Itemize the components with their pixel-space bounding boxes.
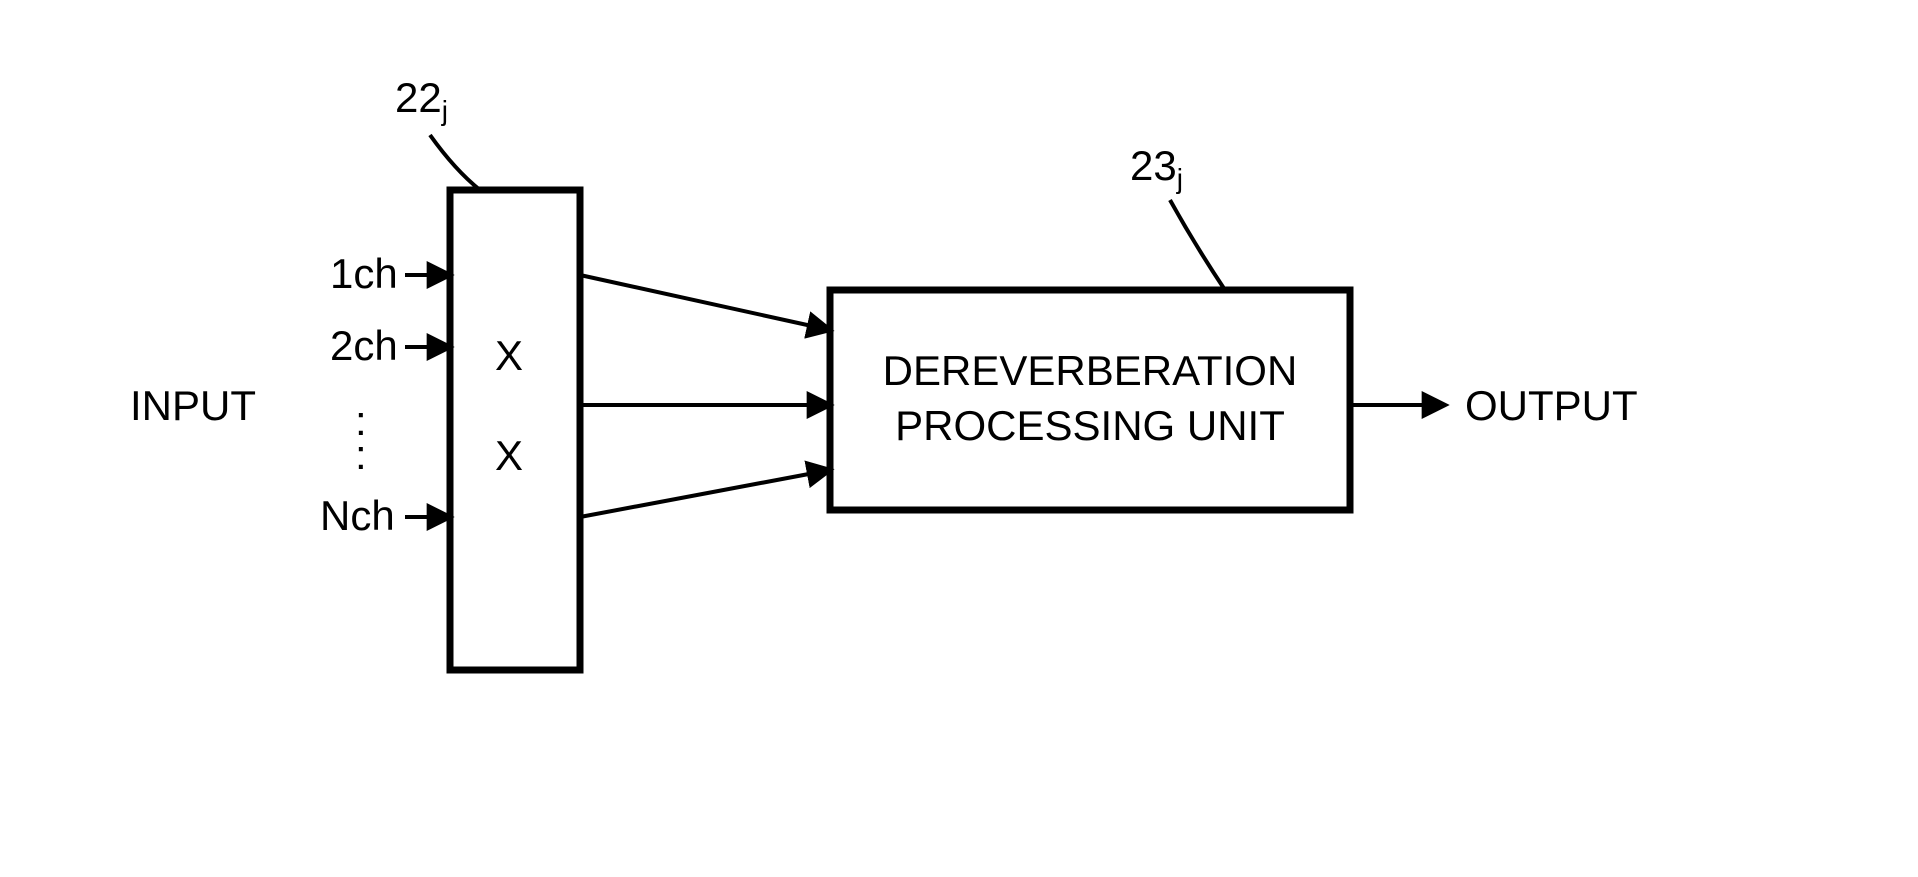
mid-arrow-1 <box>580 275 830 330</box>
switch-mark-2: X <box>495 432 523 479</box>
leader-23 <box>1170 200 1225 290</box>
switch-mark-1: X <box>495 332 523 379</box>
dereverberation-unit-box <box>830 290 1350 510</box>
box23-line1: DEREVERBERATION <box>883 347 1298 394</box>
ref-22j: 22j <box>395 74 448 126</box>
input-label: INPUT <box>130 382 256 429</box>
ch2-label: 2ch <box>330 322 398 369</box>
ref-23j: 23j <box>1130 142 1183 194</box>
output-label: OUTPUT <box>1465 382 1638 429</box>
ch1-label: 1ch <box>330 250 398 297</box>
chN-label: Nch <box>320 492 395 539</box>
ellipsis-label-2: : <box>355 431 367 478</box>
mid-arrow-3 <box>580 470 830 517</box>
box23-line2: PROCESSING UNIT <box>895 402 1285 449</box>
switch-block <box>450 190 580 670</box>
leader-22 <box>430 135 480 190</box>
